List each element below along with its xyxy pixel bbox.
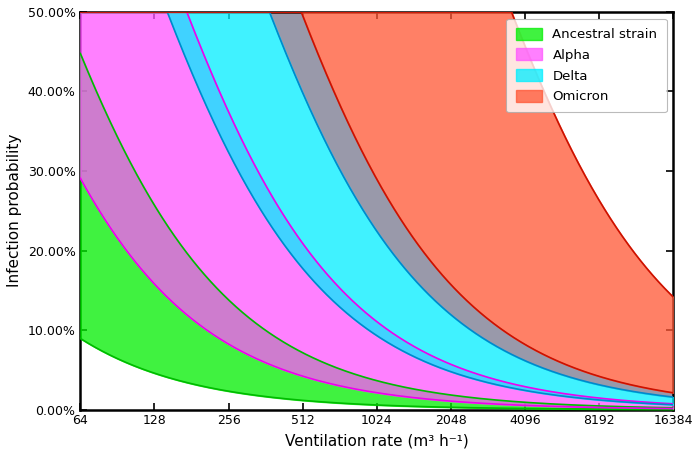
X-axis label: Ventilation rate (m³ h⁻¹): Ventilation rate (m³ h⁻¹) — [285, 433, 469, 448]
Y-axis label: Infection probability: Infection probability — [7, 134, 22, 288]
Legend: Ancestral strain, Alpha, Delta, Omicron: Ancestral strain, Alpha, Delta, Omicron — [506, 19, 666, 112]
